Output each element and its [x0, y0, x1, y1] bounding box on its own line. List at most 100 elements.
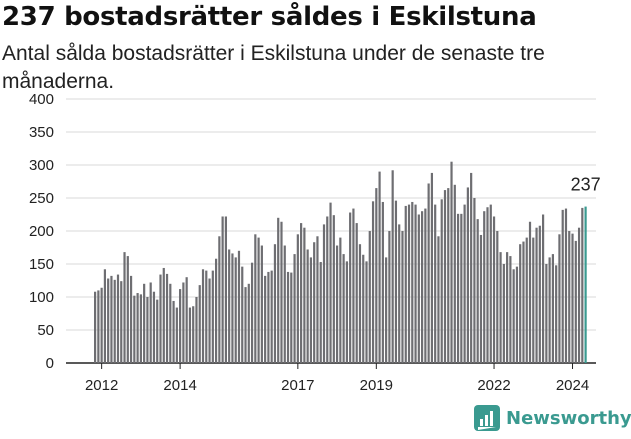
bar — [358, 244, 362, 363]
bar — [558, 234, 561, 363]
bar — [300, 223, 303, 363]
bar — [188, 307, 192, 363]
newsworthy-brand: Newsworthy — [474, 405, 631, 431]
y-tick-label: 150 — [29, 256, 54, 273]
bar — [378, 171, 381, 363]
bar — [352, 208, 355, 363]
x-tick-label: 2019 — [360, 377, 393, 394]
bar — [156, 299, 159, 363]
bar — [143, 283, 146, 363]
bar — [430, 172, 434, 363]
bar — [205, 270, 208, 363]
bar — [506, 252, 509, 363]
bar — [267, 271, 270, 363]
bar — [368, 231, 371, 363]
bar — [280, 221, 283, 363]
bar — [450, 161, 453, 363]
bar — [375, 188, 378, 363]
bar — [434, 204, 437, 363]
bar — [162, 267, 165, 363]
y-tick-label: 100 — [29, 289, 54, 306]
bar — [133, 295, 136, 363]
annotations: 237 — [571, 175, 601, 195]
bar — [293, 254, 296, 363]
bar — [110, 275, 113, 363]
bar — [483, 211, 486, 363]
bar — [404, 205, 407, 363]
bar — [159, 274, 162, 363]
bar — [152, 291, 156, 363]
bar — [365, 261, 368, 363]
bar — [381, 201, 384, 363]
bar — [113, 279, 116, 363]
bar — [270, 270, 273, 363]
bar — [515, 266, 519, 363]
bar — [97, 290, 100, 363]
bar — [489, 204, 492, 363]
bar — [179, 289, 182, 363]
bar — [319, 262, 322, 363]
y-tick-label: 200 — [29, 223, 54, 240]
bar — [440, 199, 443, 363]
bar — [492, 216, 496, 363]
bar — [362, 254, 365, 363]
bar — [211, 270, 214, 363]
bar — [103, 269, 107, 363]
bar — [401, 231, 404, 363]
bar — [535, 227, 538, 363]
bar — [519, 244, 522, 363]
bar — [407, 204, 411, 363]
bar — [571, 233, 574, 363]
bar — [231, 253, 234, 363]
bar — [120, 281, 123, 363]
bar — [486, 207, 489, 363]
bar — [316, 236, 319, 363]
bar — [126, 256, 129, 363]
bar — [443, 190, 447, 363]
newsworthy-logo-icon — [474, 405, 500, 431]
bar — [584, 206, 587, 363]
x-tick-label: 2012 — [85, 377, 118, 394]
bar — [303, 227, 306, 363]
bar — [525, 237, 528, 363]
bar — [277, 217, 280, 363]
bar — [129, 275, 133, 363]
bar — [224, 216, 227, 363]
y-tick-label: 400 — [29, 91, 54, 108]
bar — [94, 291, 97, 363]
y-tick-label: 0 — [46, 355, 54, 372]
bar — [509, 256, 512, 363]
bar — [100, 287, 103, 363]
bar — [548, 257, 551, 363]
bar — [192, 306, 195, 363]
bar — [254, 234, 257, 363]
bar — [332, 215, 335, 363]
bar — [473, 198, 476, 363]
y-tick-label: 50 — [37, 322, 54, 339]
bar — [208, 278, 211, 363]
bar — [574, 240, 577, 363]
bar — [264, 275, 267, 363]
bar — [234, 257, 237, 363]
bars — [94, 161, 587, 363]
bar — [149, 282, 152, 363]
bar — [182, 282, 185, 363]
x-axis-ticks: 2012 2014 2017 2019 2022 2024 — [85, 363, 589, 394]
bar — [385, 257, 388, 363]
bar — [241, 266, 244, 363]
bar — [335, 245, 339, 363]
y-tick-label: 300 — [29, 157, 54, 174]
bar — [250, 262, 254, 363]
bar — [398, 224, 401, 363]
bar — [136, 293, 139, 363]
bar — [175, 307, 178, 363]
bar — [414, 204, 417, 363]
bar — [417, 214, 420, 363]
y-axis-ticks: 0 50 100 150 200 250 300 350 400 — [29, 91, 54, 372]
bar — [198, 285, 201, 363]
bar — [116, 274, 120, 363]
x-tick-label: 2017 — [281, 377, 314, 394]
bar — [169, 283, 172, 363]
bar — [283, 245, 286, 363]
chart-subtitle: Antal sålda bostadsrätter i Eskilstuna u… — [2, 42, 545, 93]
